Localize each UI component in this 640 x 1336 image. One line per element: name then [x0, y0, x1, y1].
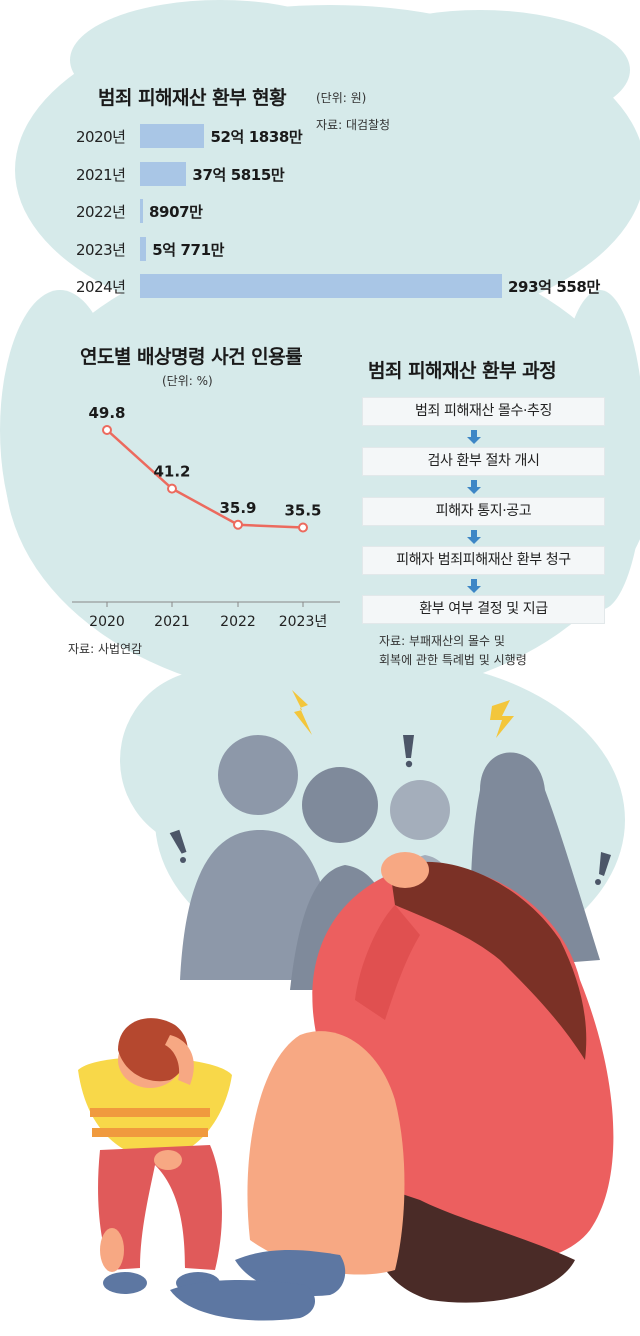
- refund-bar: [140, 274, 502, 298]
- refund-bar-value: 37억 5815만: [192, 165, 285, 184]
- refund-bar: [140, 199, 143, 223]
- exclamation-icon: [169, 735, 611, 885]
- refund-year-label: 2022년: [76, 203, 126, 221]
- rate-point: [298, 522, 308, 533]
- process-title: 범죄 피해재산 환부 과정: [368, 360, 557, 382]
- refund-year-label: 2024년: [76, 278, 126, 296]
- process-source-line2: 회복에 관한 특례법 및 시행령: [379, 653, 527, 667]
- rate-value-label: 35.5: [284, 502, 321, 520]
- rate-point: [167, 483, 177, 494]
- rate-point: [102, 425, 112, 435]
- process-source-line1: 자료: 부패재산의 몰수 및: [379, 634, 505, 648]
- refund-bar-value: 52억 1838만: [210, 128, 303, 146]
- rate-chart-title: 연도별 배상명령 사건 인용률: [80, 346, 303, 368]
- child-figure: [78, 1018, 232, 1294]
- rate-chart-unit: (단위: %): [162, 374, 213, 388]
- lightning-bolt-icon: [292, 690, 514, 738]
- refund-chart-source: 자료: 대검찰청: [316, 118, 391, 132]
- rate-value-label: 35.9: [219, 499, 256, 517]
- process-step-4: 피해자 범죄피해재산 환부 청구: [362, 546, 605, 575]
- refund-bar-value: 8907만: [149, 203, 203, 221]
- refund-bar: [140, 124, 205, 148]
- x-tick-label: 2020: [89, 614, 125, 630]
- process-step-2: 검사 환부 절차 개시: [362, 447, 605, 476]
- refund-bar: [140, 161, 187, 186]
- x-tick-label: 2023년: [279, 614, 328, 630]
- refund-year-label: 2020년: [76, 128, 126, 146]
- rate-value-label: 49.8: [88, 404, 125, 422]
- refund-year-label: 2021년: [76, 165, 126, 184]
- refund-bar-value: 5억 771만: [152, 240, 225, 259]
- rate-point: [233, 519, 243, 530]
- refund-bar: [140, 236, 147, 261]
- refund-chart-title: 범죄 피해재산 환부 현황: [98, 87, 287, 109]
- rate-value-label: 41.2: [153, 463, 190, 481]
- rate-chart-source: 자료: 사법연감: [68, 642, 143, 656]
- process-step-3: 피해자 통지·공고: [362, 497, 605, 526]
- process-step-5: 환부 여부 결정 및 지급: [362, 595, 605, 624]
- process-step-1: 범죄 피해재산 몰수·추징: [362, 397, 605, 426]
- woman-figure: [170, 852, 614, 1321]
- x-tick-label: 2021: [154, 614, 190, 630]
- refund-year-label: 2023년: [76, 240, 126, 259]
- x-tick-label: 2022: [220, 614, 256, 630]
- rate-line: [106, 429, 304, 529]
- refund-chart-unit: (단위: 원): [316, 91, 367, 105]
- refund-bar-value: 293억 558만: [508, 278, 600, 296]
